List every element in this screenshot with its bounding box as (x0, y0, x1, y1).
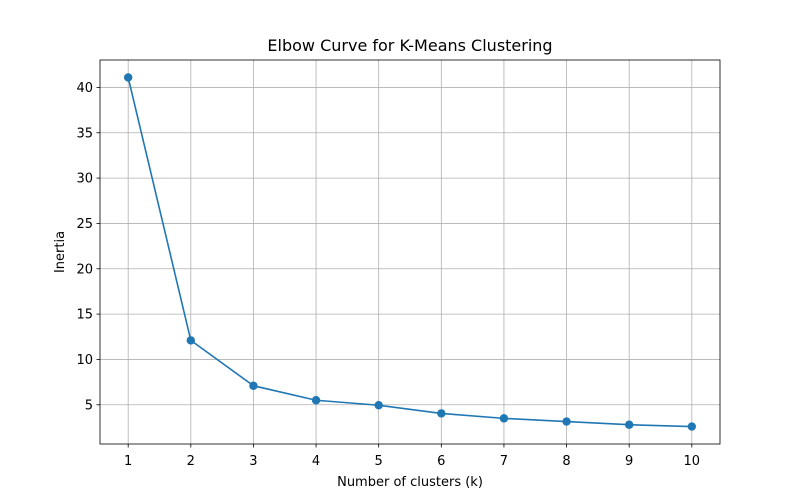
x-tick-label: 9 (625, 454, 633, 469)
data-point (249, 381, 258, 390)
y-tick-label: 20 (76, 262, 93, 277)
x-tick-label: 10 (684, 454, 701, 469)
x-tick-label: 7 (500, 454, 508, 469)
y-tick-label: 30 (76, 172, 93, 187)
data-point (687, 422, 697, 431)
data-point (123, 73, 133, 82)
x-tick-label: 1 (124, 454, 132, 469)
y-tick-label: 5 (85, 398, 93, 413)
axes-frame (99, 59, 721, 445)
y-axis-label: Inertia (53, 231, 68, 273)
x-tick-label: 4 (312, 454, 320, 469)
data-point (186, 336, 196, 345)
data-point (562, 417, 571, 426)
ticks: 1 2 3 4 5 6 7 8 9 10 5 10 15 20 25 30 35 40 (76, 81, 700, 469)
y-tick-label: 35 (76, 126, 93, 141)
series-line (127, 77, 692, 428)
x-axis-label: Number of clusters (k) (337, 475, 483, 490)
data-point (624, 420, 634, 429)
data-point (311, 396, 321, 405)
data-point (499, 414, 509, 423)
x-tick-label: 2 (187, 454, 195, 469)
plot-area (123, 73, 697, 431)
grid (100, 60, 720, 444)
data-point (437, 409, 446, 418)
x-tick-label: 6 (437, 454, 445, 469)
y-tick-label: 10 (76, 353, 93, 368)
y-tick-label: 40 (76, 81, 93, 96)
data-point (374, 401, 383, 410)
x-tick-label: 3 (249, 454, 257, 469)
y-tick-label: 15 (76, 308, 93, 323)
y-tick-label: 25 (76, 217, 93, 232)
x-tick-label: 5 (375, 454, 383, 469)
chart-title: Elbow Curve for K-Means Clustering (267, 36, 552, 55)
x-tick-label: 8 (562, 454, 570, 469)
